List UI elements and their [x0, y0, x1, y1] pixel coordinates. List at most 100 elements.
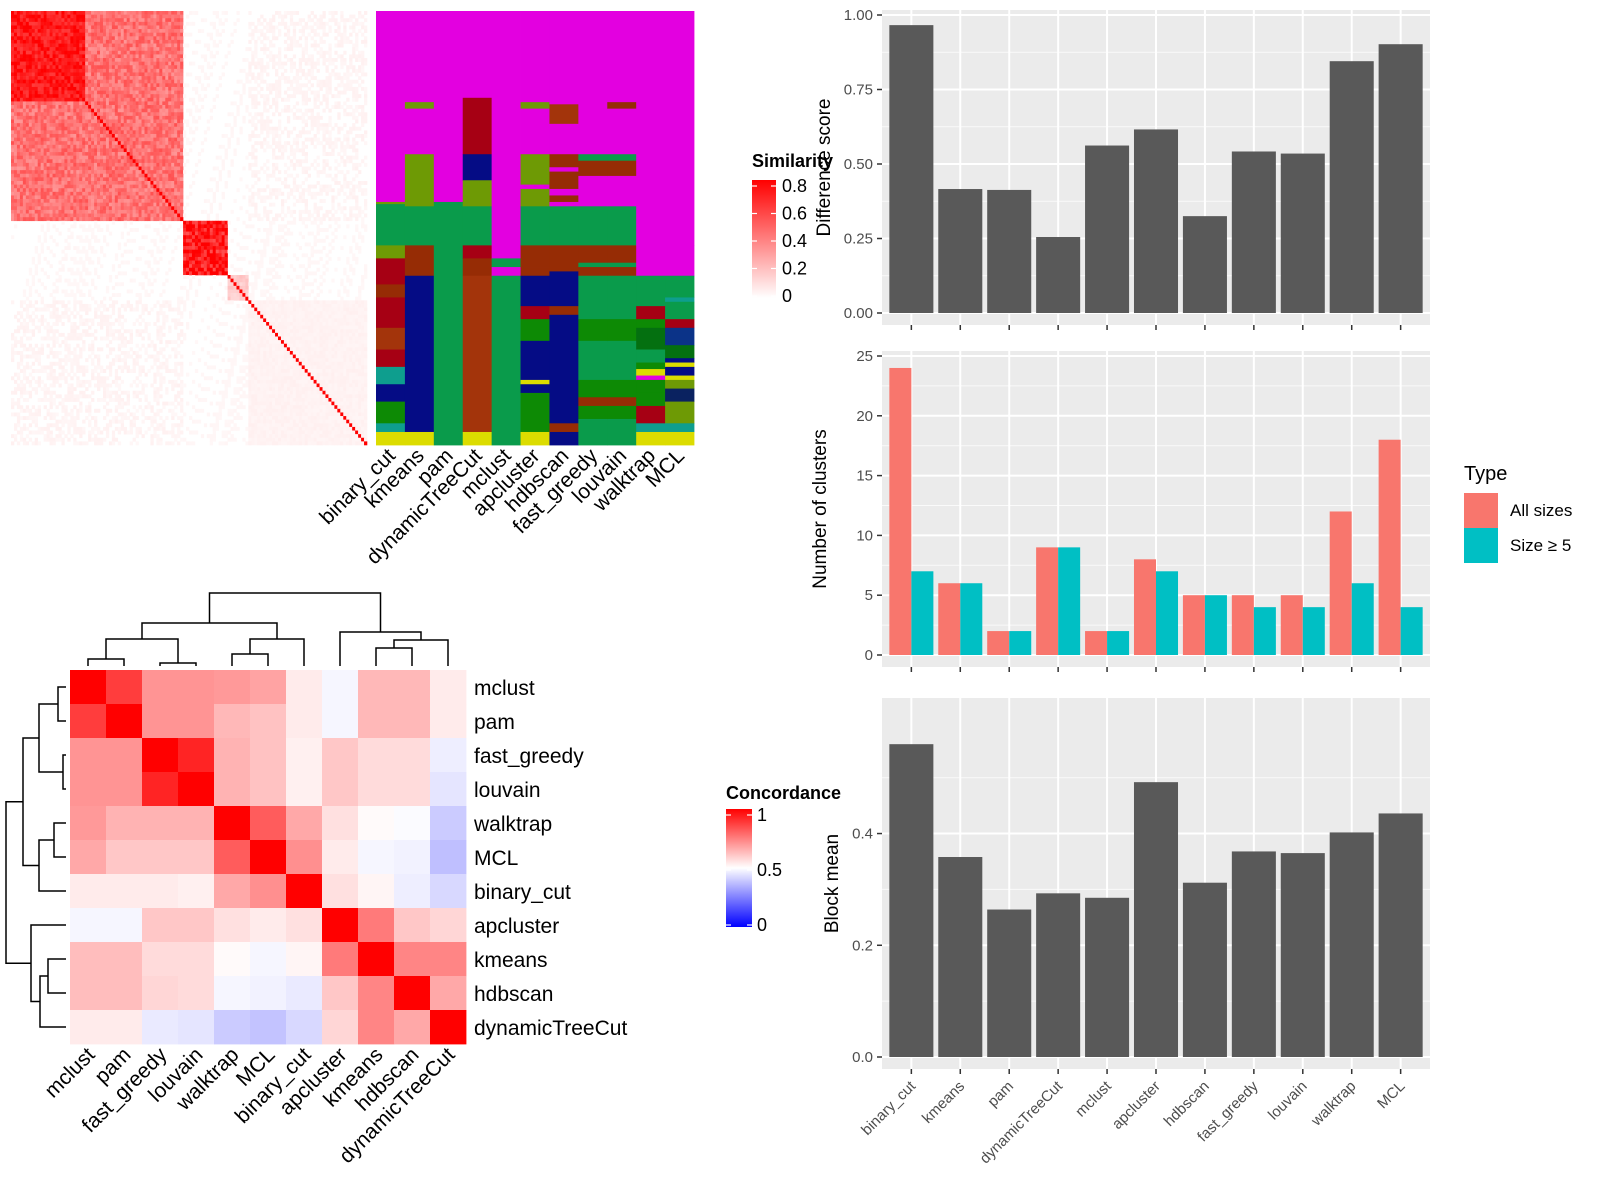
heatmap-cell	[319, 141, 323, 146]
heatmap-cell	[114, 79, 119, 84]
heatmap-cell	[117, 43, 122, 48]
heatmap-cell	[280, 108, 285, 113]
heatmap-cell	[91, 199, 95, 203]
heatmap-cell	[11, 47, 15, 52]
heatmap-cell	[135, 39, 139, 44]
heatmap-cell	[165, 173, 169, 178]
heatmap-cell	[141, 115, 145, 120]
heatmap-cell	[197, 39, 202, 44]
heatmap-cell	[111, 217, 116, 222]
heatmap-cell	[322, 94, 326, 99]
heatmap-cell	[298, 231, 303, 236]
heatmap-cell	[25, 137, 30, 142]
heatmap-cell	[13, 14, 18, 19]
heatmap-cell	[64, 213, 68, 218]
heatmap-cell	[43, 202, 47, 207]
heatmap-cell	[61, 155, 65, 160]
heatmap-cell	[260, 86, 264, 91]
heatmap-cell	[280, 152, 285, 156]
heatmap-cell	[310, 108, 314, 113]
heatmap-cell	[91, 36, 95, 41]
heatmap-cell	[295, 199, 300, 203]
heatmap-cell	[79, 90, 83, 95]
heatmap-cell	[117, 130, 122, 135]
heatmap-cell	[289, 61, 294, 66]
heatmap-cell	[58, 195, 62, 200]
heatmap-cell	[337, 76, 341, 81]
heatmap-cell	[16, 155, 21, 160]
heatmap-cell	[25, 61, 30, 66]
heatmap-cell	[79, 76, 83, 81]
heatmap-cell	[19, 199, 24, 203]
heatmap-cell	[22, 54, 27, 59]
heatmap-cell	[177, 39, 181, 44]
heatmap-cell	[61, 180, 65, 185]
heatmap-cell	[289, 188, 294, 193]
heatmap-cell	[129, 159, 133, 164]
heatmap-cell	[159, 108, 163, 113]
heatmap-cell	[79, 112, 83, 117]
heatmap-cell	[64, 209, 68, 214]
heatmap-cell	[82, 159, 86, 164]
heatmap-cell	[346, 65, 350, 70]
heatmap-cell	[76, 54, 80, 59]
heatmap-cell	[73, 144, 77, 149]
heatmap-cell	[11, 25, 15, 30]
heatmap-cell	[236, 108, 240, 113]
heatmap-cell	[168, 14, 172, 19]
heatmap-cell	[28, 18, 33, 23]
heatmap-cell	[200, 18, 205, 23]
heatmap-cell	[16, 184, 21, 189]
heatmap-cell	[147, 191, 151, 196]
heatmap-cell	[49, 79, 53, 84]
heatmap-cell	[355, 133, 359, 138]
heatmap-cell	[150, 152, 154, 156]
heatmap-cell	[286, 94, 291, 99]
heatmap-cell	[91, 184, 95, 189]
heatmap-cell	[352, 21, 356, 26]
heatmap-cell	[132, 61, 136, 66]
heatmap-cell	[126, 152, 130, 156]
heatmap-cell	[352, 206, 356, 211]
heatmap-cell	[230, 130, 234, 135]
heatmap-cell	[251, 86, 255, 91]
heatmap-cell	[310, 162, 314, 167]
heatmap-cell	[111, 170, 116, 175]
heatmap-cell	[156, 61, 160, 66]
heatmap-cell	[11, 141, 15, 146]
heatmap-cell	[340, 79, 344, 84]
heatmap-cell	[316, 141, 320, 146]
heatmap-cell	[310, 126, 314, 131]
heatmap-cell	[168, 105, 172, 109]
heatmap-cell	[76, 209, 80, 214]
heatmap-cell	[209, 21, 214, 26]
heatmap-cell	[180, 170, 184, 175]
heatmap-cell	[11, 130, 15, 135]
heatmap-cell	[248, 61, 252, 66]
heatmap-cell	[111, 206, 116, 211]
heatmap-cell	[322, 25, 326, 30]
heatmap-cell	[174, 123, 178, 128]
heatmap-cell	[269, 43, 273, 48]
heatmap-cell	[141, 61, 145, 66]
heatmap-cell	[55, 130, 59, 135]
heatmap-cell	[218, 21, 222, 26]
heatmap-cell	[73, 188, 77, 193]
heatmap-cell	[162, 21, 166, 26]
heatmap-cell	[162, 25, 166, 30]
heatmap-cell	[105, 141, 110, 146]
heatmap-cell	[117, 18, 122, 23]
heatmap-cell	[76, 50, 80, 55]
heatmap-cell	[233, 29, 237, 33]
heatmap-cell	[165, 148, 169, 153]
heatmap-cell	[34, 137, 38, 142]
heatmap-cell	[141, 152, 145, 156]
heatmap-cell	[343, 72, 347, 77]
heatmap-cell	[43, 21, 47, 26]
heatmap-cell	[34, 36, 38, 41]
heatmap-cell	[73, 217, 77, 222]
heatmap-cell	[82, 50, 86, 55]
heatmap-cell	[97, 11, 101, 15]
heatmap-cell	[186, 235, 190, 240]
heatmap-cell	[147, 173, 151, 178]
